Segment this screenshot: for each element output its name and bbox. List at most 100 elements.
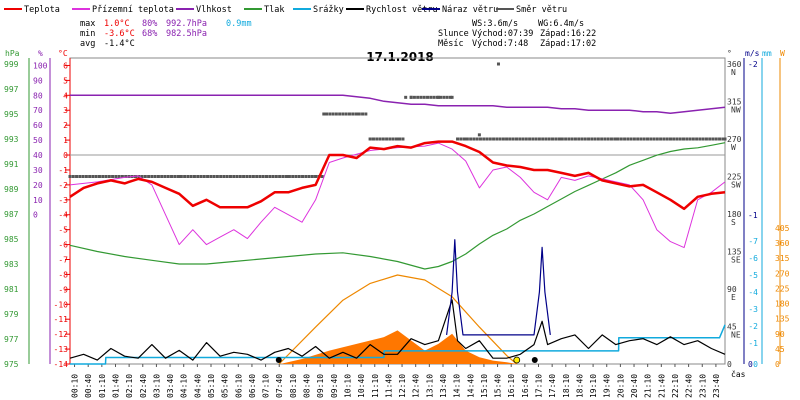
wind-direction-mark [619,137,623,141]
axis-label-pct: % [38,49,43,58]
wind-direction-mark [140,175,144,178]
wind-direction-mark [723,137,727,141]
wind-direction-mark [678,137,682,141]
wind-direction-mark [580,137,584,141]
pct-tick-label: 100 [33,61,48,70]
wind-direction-mark [426,95,430,99]
dir-tick-name: SE [731,256,741,265]
wind-direction-mark [117,175,121,178]
wind-direction-mark [150,175,154,178]
time-label: 11:10 [371,374,380,398]
wind-direction-mark [271,175,275,178]
wind-direction-mark [718,137,722,141]
time-label: 04:40 [193,374,202,398]
wind-direction-mark [209,175,213,178]
wind-direction-mark [147,175,151,178]
wind-direction-mark [436,95,440,99]
wind-direction-mark [183,175,187,178]
wind-direction-mark [258,175,262,178]
wind-direction-mark [559,137,563,141]
pct-tick-label: 60 [33,121,43,130]
stat-ws: WS:3.6m/s [472,19,518,29]
wind-direction-mark [711,137,715,141]
wind-direction-mark [501,137,505,141]
dir-tick-label: 225 [727,173,742,182]
wind-direction-mark [606,137,610,141]
w-tick-label: 270 [775,269,790,278]
wind-direction-mark [547,137,551,141]
temp-tick-label: -7 [58,256,68,265]
chart-title: 17.1.2018 [366,50,434,64]
time-label: 23:40 [712,374,721,398]
wind-direction-mark [101,175,105,178]
wind-direction-mark [307,175,311,178]
wind-direction-mark [378,137,382,141]
w-tick-label: 135 [775,315,790,324]
time-label: 09:40 [330,374,339,398]
wind-direction-mark [695,137,699,141]
wind-direction-mark [179,175,183,178]
wind-direction-mark [297,175,301,178]
wind-direction-mark [521,137,525,141]
wind-direction-mark [381,137,385,141]
wind-direction-mark [544,137,548,141]
wind-direction-mark [322,112,326,116]
stat-min-hum: 68% [142,29,157,39]
wind-direction-mark [534,137,538,141]
time-label: 12:10 [398,374,407,398]
wind-direction-mark [665,137,669,141]
wind-direction-mark [704,137,708,141]
wind-direction-mark [301,175,305,178]
wind-direction-mark [75,175,79,178]
wind-direction-mark [518,137,522,141]
w-tick-label: 90 [775,330,785,339]
time-label: 04:10 [180,374,189,398]
wind-direction-mark [632,137,636,141]
wind-direction-mark [662,137,666,141]
time-label: 14:10 [453,374,462,398]
wind-direction-mark [104,175,108,178]
mm-tick-label: -7 [748,237,758,246]
wind-direction-mark [328,112,332,116]
wind-direction-mark [248,175,252,178]
mm-tick-label: -2 [748,322,758,331]
wind-direction-mark [388,137,392,141]
wind-direction-mark [225,175,229,178]
wind-direction-mark [114,175,118,178]
wind-direction-mark [196,175,200,178]
time-label: 22:10 [671,374,680,398]
dir-tick-label: 0 [727,360,732,369]
wind-direction-mark [310,175,314,178]
wind-direction-mark [325,112,329,116]
time-label: 07:40 [275,374,284,398]
hpa-tick-label: 999 [4,60,19,69]
mm-tick-label: -6 [748,254,758,263]
legend-tlak: Tlak [264,5,284,15]
time-label: 12:40 [412,374,421,398]
hpa-tick-label: 985 [4,235,19,244]
time-label: 00:10 [71,374,80,398]
hpa-tick-label: 995 [4,110,19,119]
time-label: 15:10 [480,374,489,398]
teplota-line [69,140,726,211]
time-label: 13:40 [439,374,448,398]
wind-direction-mark [84,175,88,178]
sun-path-line [278,274,518,365]
wind-direction-mark [469,137,473,141]
wind-direction-mark [355,112,359,116]
wind-direction-mark [375,137,379,141]
wind-direction-mark [124,175,128,178]
pct-tick-label: 10 [33,196,43,205]
wind-direction-mark [432,95,436,99]
wind-direction-mark [153,175,157,178]
wind-direction-mark [219,175,223,178]
wind-direction-mark [422,95,426,99]
dir-tick-name: S [731,218,736,227]
wind-direction-mark [222,175,226,178]
wind-direction-mark [721,137,725,141]
stat-min-press: 982.5hPa [166,29,207,39]
wind-direction-mark [361,112,365,116]
wind-direction-mark [636,137,640,141]
time-label: 19:10 [589,374,598,398]
wind-direction-mark [314,175,318,178]
